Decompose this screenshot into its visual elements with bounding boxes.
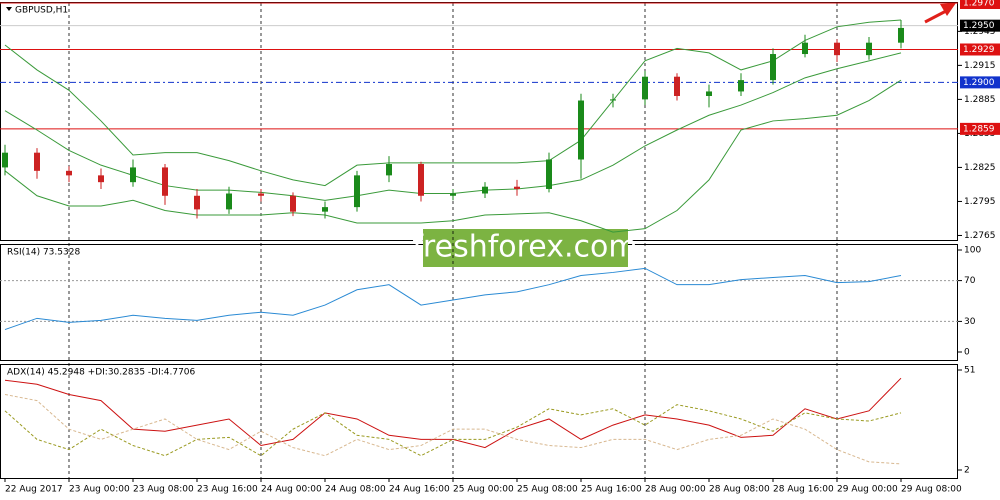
indicator-title: RSI(14) 73.5328	[7, 248, 80, 258]
candle-body	[834, 42, 840, 56]
last-price-box	[960, 19, 1000, 32]
candle-body	[162, 167, 168, 196]
candle-body	[34, 152, 40, 171]
x-tick-label: 25 Aug 08:00	[517, 485, 578, 495]
y-tick-label: 1.2825	[964, 163, 996, 173]
level-label-box	[960, 122, 1000, 135]
y-tick-label: 1.2945	[964, 27, 996, 37]
level-label: 1.2859	[963, 124, 995, 134]
candle-body	[898, 27, 904, 43]
x-tick-label: 29 Aug 00:00	[837, 485, 898, 495]
level-label-box	[960, 76, 1000, 89]
x-tick-label: 23 Aug 16:00	[197, 485, 258, 495]
candle-body	[482, 186, 488, 194]
y-tick-label: 1.2915	[964, 61, 996, 71]
last-price-label: 1.2950	[963, 21, 995, 31]
candle-body	[546, 159, 552, 189]
candle-body	[322, 207, 328, 212]
level-label: 1.2929	[963, 45, 995, 55]
level-label: 1.2970	[963, 0, 995, 9]
indicator-line	[4, 404, 902, 457]
x-tick-label: 25 Aug 16:00	[581, 485, 642, 495]
candle-body	[226, 193, 232, 210]
band-line	[4, 79, 902, 233]
candle-body	[258, 193, 264, 196]
candle-body	[66, 170, 72, 176]
watermark: freshforex.com	[412, 230, 637, 265]
level-label-box	[960, 43, 1000, 56]
y-tick-label: 100	[964, 246, 981, 256]
candle-body	[738, 80, 744, 92]
arrow-head	[940, 3, 956, 16]
candle-body	[418, 164, 424, 196]
candle-body	[386, 164, 392, 176]
candle-body	[2, 152, 8, 168]
candle-body	[514, 186, 520, 189]
candle-body	[866, 42, 872, 56]
candle-body	[610, 99, 616, 101]
candle-body	[130, 167, 136, 183]
adx-pane	[0, 364, 958, 479]
x-tick-label: 28 Aug 00:00	[645, 485, 706, 495]
y-tick-label: 0	[964, 348, 970, 358]
x-tick-label: 23 Aug 08:00	[133, 485, 194, 495]
indicator-title: ADX(14) 45.2948 +DI:30.2835 -DI:4.7706	[7, 368, 196, 378]
x-tick-label: 28 Aug 08:00	[709, 485, 770, 495]
candle-body	[770, 54, 776, 81]
candle-body	[194, 195, 200, 210]
candle-body	[578, 100, 584, 160]
title-icon	[6, 7, 12, 11]
x-tick-label: 24 Aug 00:00	[261, 485, 322, 495]
indicator-line	[4, 393, 902, 465]
y-tick-label: 70	[964, 276, 976, 286]
candle-body	[706, 91, 712, 96]
y-tick-label: 1.2765	[964, 231, 996, 241]
indicator-line	[4, 267, 902, 331]
band-line	[4, 19, 902, 187]
level-label-box	[960, 0, 1000, 9]
candle-body	[642, 76, 648, 100]
y-tick-label: 51	[964, 366, 975, 376]
candle-body	[450, 193, 456, 196]
x-tick-label: 28 Aug 16:00	[773, 485, 834, 495]
candle-body	[290, 195, 296, 212]
watermark-box	[423, 229, 628, 267]
x-tick-label: 22 Aug 2017	[5, 485, 63, 495]
x-tick-label: 24 Aug 08:00	[325, 485, 386, 495]
level-label: 1.2900	[963, 78, 995, 88]
x-tick-label: 24 Aug 16:00	[389, 485, 450, 495]
y-tick-label: 1.2885	[964, 95, 996, 105]
candle-body	[802, 42, 808, 55]
candle-body	[674, 76, 680, 96]
x-tick-label: 23 Aug 00:00	[69, 485, 130, 495]
y-tick-label: 1.2795	[964, 197, 996, 207]
candle-body	[98, 175, 104, 183]
arrow	[924, 8, 949, 24]
y-tick-label: 2	[964, 466, 970, 476]
x-tick-label: 29 Aug 08:00	[901, 485, 962, 495]
indicator-line	[4, 377, 902, 449]
candle-body	[354, 175, 360, 208]
y-tick-label: 30	[964, 317, 976, 327]
x-tick-label: 25 Aug 00:00	[453, 485, 514, 495]
chart-title: GBPUSD,H1	[15, 6, 68, 16]
